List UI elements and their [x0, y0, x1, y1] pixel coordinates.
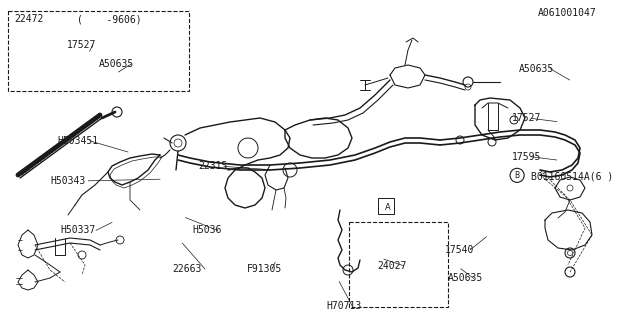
Text: F91305: F91305 [246, 264, 282, 274]
Text: 22472: 22472 [14, 14, 44, 24]
Text: 22663: 22663 [173, 264, 202, 274]
Text: H50343: H50343 [50, 176, 85, 186]
Text: H503451: H503451 [58, 136, 99, 146]
Text: A50635: A50635 [448, 273, 483, 284]
Text: B01160514A(6 ): B01160514A(6 ) [531, 171, 614, 181]
Text: 22315: 22315 [198, 161, 228, 172]
Text: 17540: 17540 [445, 244, 474, 255]
Text: A: A [385, 203, 391, 212]
Bar [349, 222, 448, 307]
Text: 24027: 24027 [378, 260, 407, 271]
Text: 17527: 17527 [67, 40, 97, 50]
Text: (    -9606): ( -9606) [77, 14, 141, 24]
Text: 17595: 17595 [512, 152, 541, 162]
Text: A50635: A50635 [99, 59, 134, 69]
Bar [8, 11, 189, 91]
Text: H70713: H70713 [326, 300, 362, 311]
Bar [378, 198, 394, 214]
Text: H50337: H50337 [61, 225, 96, 236]
Text: 17527: 17527 [512, 113, 541, 124]
Text: A50635: A50635 [518, 64, 554, 74]
Text: A061001047: A061001047 [538, 8, 596, 18]
Text: H5036: H5036 [192, 225, 221, 236]
Text: B: B [515, 171, 520, 180]
